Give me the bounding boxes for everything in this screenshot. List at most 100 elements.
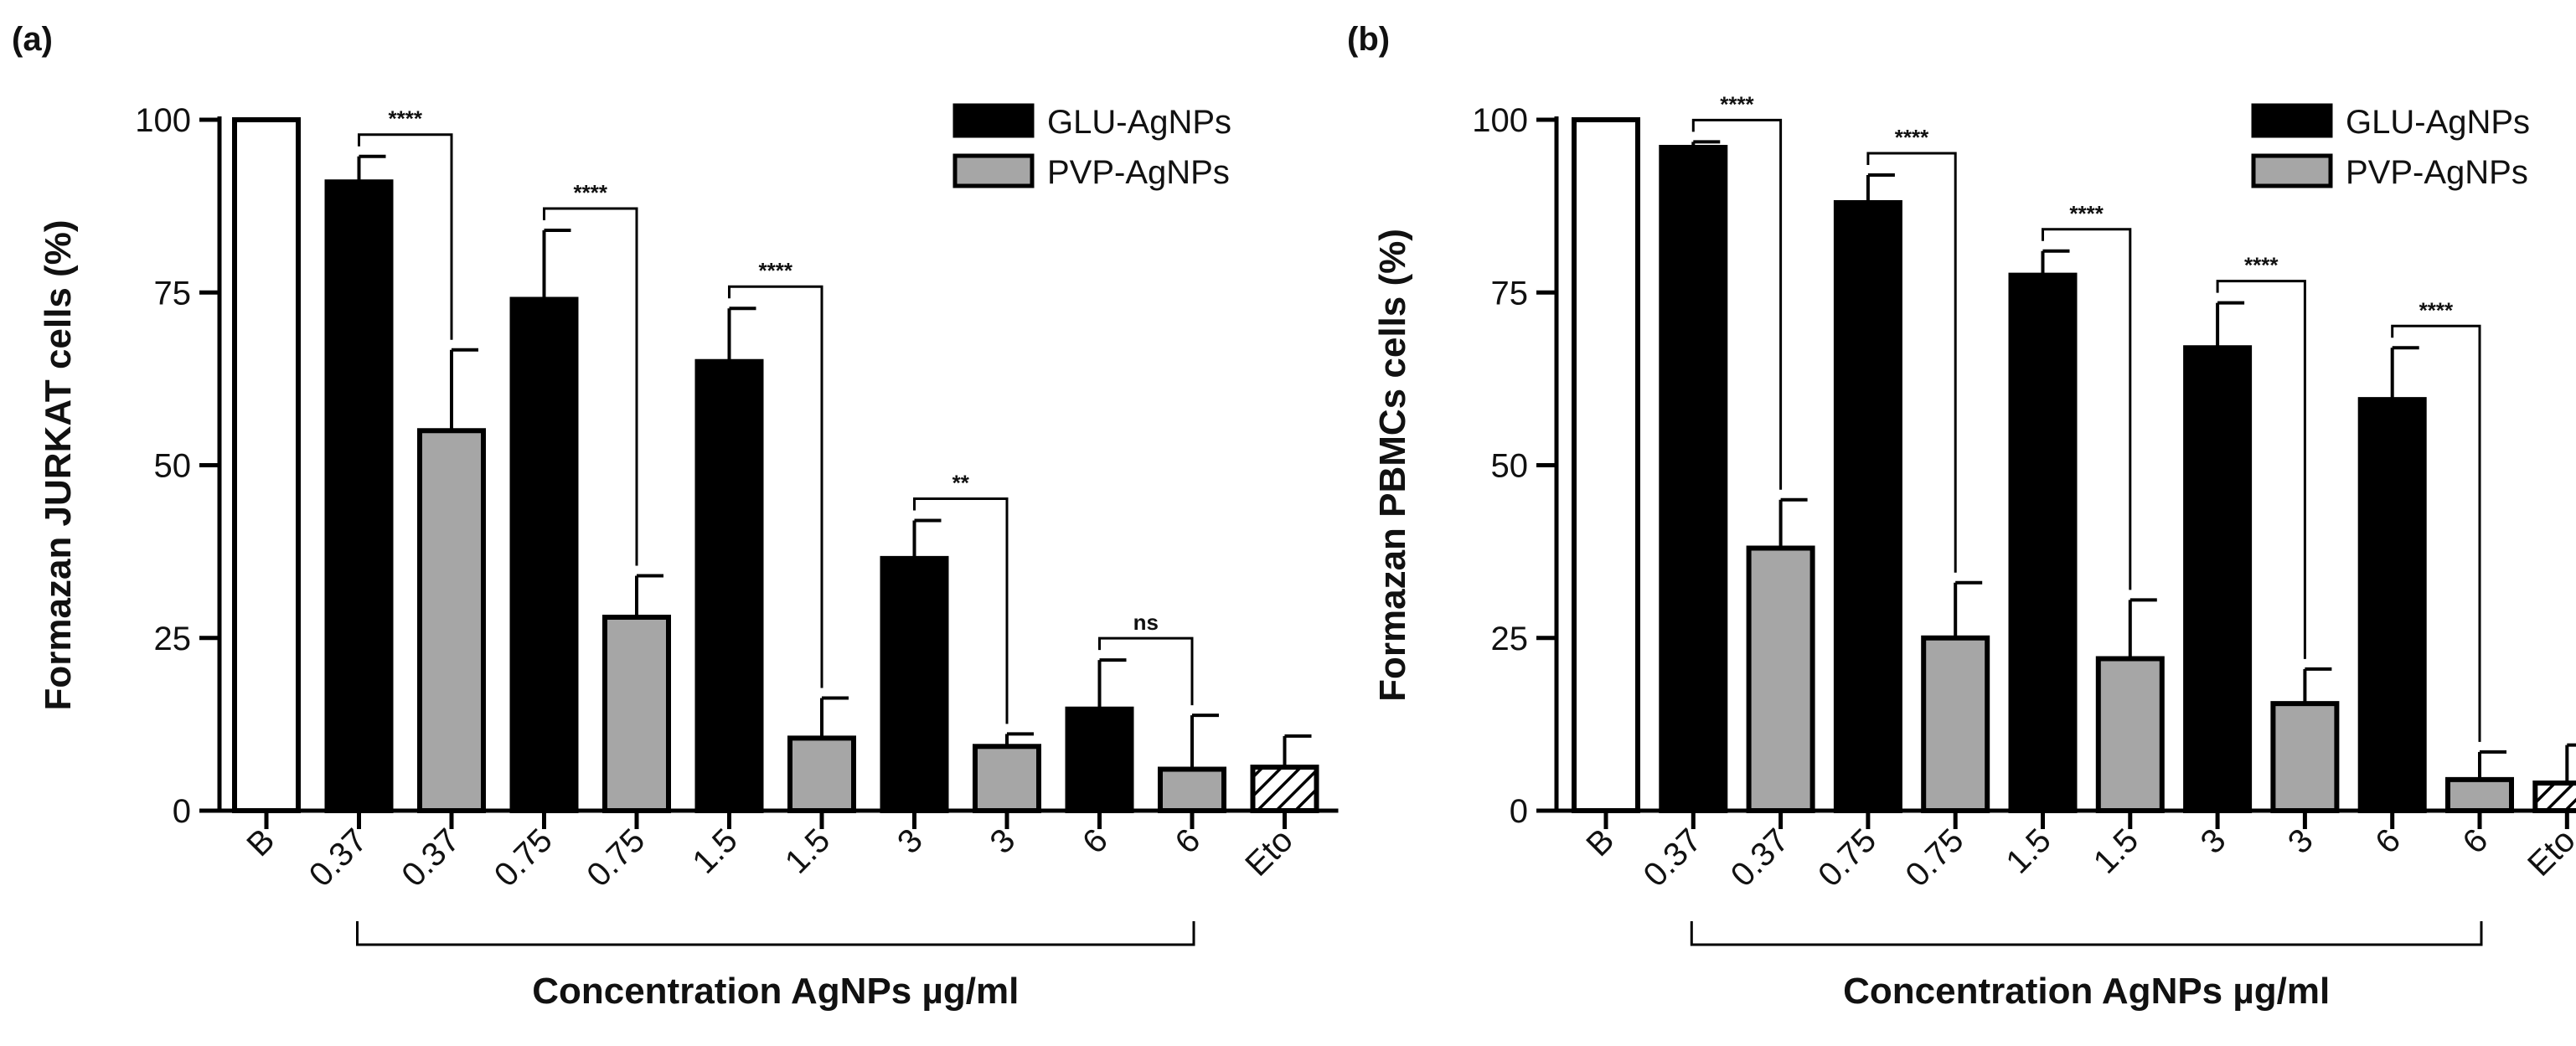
legend: GLU-AgNPs PVP-AgNPs <box>952 103 1231 191</box>
bar-pvp-agnps-0.75 <box>602 615 671 813</box>
significance-bracket <box>543 207 638 566</box>
legend-swatch <box>2251 103 2333 138</box>
bar-glu-agnps-0.37 <box>1659 145 1728 813</box>
x-axis-label: Concentration AgNPs µg/ml <box>1843 971 2330 1012</box>
x-tick-label: 3 <box>2194 822 2233 861</box>
significance-label: **** <box>389 106 423 131</box>
bar-glu-agnps-3 <box>880 555 949 813</box>
bar-pvp-agnps-3 <box>973 744 1041 814</box>
significance-label: **** <box>2419 297 2454 322</box>
legend-swatch <box>952 103 1035 138</box>
panel-label: (b) <box>1347 21 1390 58</box>
significance-label: **** <box>1720 91 1754 116</box>
x-tick-label: 0.37 <box>395 822 467 894</box>
bar-glu-agnps-1.5 <box>694 358 764 813</box>
bar-glu-agnps-6 <box>2357 397 2427 813</box>
significance-bracket <box>2216 280 2306 659</box>
x-tick-label: 0.75 <box>1811 822 1883 894</box>
legend-label: PVP-AgNPs <box>1047 154 1230 191</box>
panel-label: (a) <box>12 21 53 58</box>
significance-label: **** <box>759 258 793 283</box>
legend: GLU-AgNPs PVP-AgNPs <box>2251 103 2530 191</box>
y-tick-label: 25 <box>154 621 192 657</box>
bar-pvp-agnps-0.75 <box>1921 635 1990 813</box>
y-tick-label: 50 <box>154 448 192 485</box>
y-tick-label: 0 <box>173 793 191 830</box>
bar-pvp-agnps-0.37 <box>1746 545 1815 813</box>
bar-blank-B <box>232 117 301 813</box>
x-tick-label: 3 <box>891 822 930 861</box>
bar-pvp-agnps-1.5 <box>2095 656 2165 813</box>
x-tick-label: B <box>240 822 281 863</box>
legend-label: GLU-AgNPs <box>1047 104 1231 141</box>
x-tick-label: 1.5 <box>685 822 744 880</box>
x-tick-label: 0.37 <box>302 822 374 894</box>
bar-pvp-agnps-0.37 <box>417 428 486 813</box>
bar-glu-agnps-6 <box>1065 706 1134 813</box>
y-tick-label: 75 <box>1491 275 1529 312</box>
bar-etoposide-Eto <box>2532 781 2576 813</box>
y-axis-label: Formazan PBMCs cells (%) <box>1372 229 1413 702</box>
y-tick-label: 0 <box>1510 793 1528 830</box>
x-tick-label: 3 <box>2281 822 2320 861</box>
concentration-bracket <box>356 921 1195 946</box>
y-tick-label: 50 <box>1491 448 1529 485</box>
x-axis-label: Concentration AgNPs µg/ml <box>532 971 1019 1012</box>
x-tick-label: 3 <box>983 822 1023 861</box>
legend-label: PVP-AgNPs <box>2346 154 2528 191</box>
significance-label: **** <box>2069 201 2104 226</box>
x-tick-label: 1.5 <box>1999 822 2057 880</box>
bar-glu-agnps-0.75 <box>1833 200 1902 813</box>
y-tick-label: 25 <box>1491 621 1529 657</box>
x-tick-label: 6 <box>1076 822 1115 861</box>
significance-bracket <box>358 133 453 340</box>
bar-pvp-agnps-6 <box>2445 776 2514 813</box>
panel-b: (b) Formazan PBMCs cells (%) 0 25 50 75 100 B 0.… <box>1347 21 2576 1012</box>
x-tick-label: 0.37 <box>1636 822 1708 894</box>
x-tick-label: 0.37 <box>1724 822 1796 894</box>
bar-pvp-agnps-6 <box>1158 766 1226 813</box>
bar-pvp-agnps-3 <box>2270 701 2340 813</box>
y-tick-label: 100 <box>135 102 191 139</box>
significance-bracket <box>1866 152 1957 573</box>
significance-bracket <box>1098 636 1194 706</box>
concentration-bracket <box>1690 921 2483 946</box>
significance-label: **** <box>1895 125 1929 150</box>
bar-etoposide-Eto <box>1250 765 1319 814</box>
y-tick-label: 75 <box>154 275 192 312</box>
x-tick-label: 0.75 <box>580 822 652 894</box>
x-tick-label: Eto <box>2521 822 2576 884</box>
significance-label: ** <box>952 471 970 496</box>
bar-glu-agnps-0.75 <box>509 296 579 813</box>
significance-bracket <box>2042 228 2132 590</box>
x-tick-label: Eto <box>1238 822 1300 884</box>
significance-bracket <box>2391 324 2481 742</box>
y-axis-label: Formazan JURKAT cells (%) <box>38 220 79 711</box>
bar-glu-agnps-1.5 <box>2008 272 2078 813</box>
bar-pvp-agnps-1.5 <box>787 735 856 813</box>
legend-swatch <box>2251 153 2333 188</box>
x-tick-label: 1.5 <box>2087 822 2145 880</box>
significance-label: **** <box>574 180 608 205</box>
x-tick-label: 0.75 <box>1898 822 1970 894</box>
bar-glu-agnps-0.37 <box>324 179 394 813</box>
significance-bracket <box>913 497 1009 724</box>
x-tick-label: 0.75 <box>488 822 560 894</box>
significance-label: ns <box>1133 610 1159 635</box>
x-tick-label: 6 <box>2456 822 2496 861</box>
significance-bracket <box>1691 118 1783 490</box>
x-tick-label: 6 <box>1169 822 1208 861</box>
y-tick-label: 100 <box>1472 102 1528 139</box>
x-tick-label: 1.5 <box>778 822 837 880</box>
x-tick-label: B <box>1579 822 1621 863</box>
legend-swatch <box>952 153 1035 188</box>
bar-glu-agnps-3 <box>2183 345 2253 813</box>
significance-label: **** <box>2244 253 2279 278</box>
legend-label: GLU-AgNPs <box>2346 104 2530 141</box>
x-tick-label: 6 <box>2368 822 2408 861</box>
bar-blank-B <box>1572 117 1640 813</box>
significance-bracket <box>728 285 823 688</box>
